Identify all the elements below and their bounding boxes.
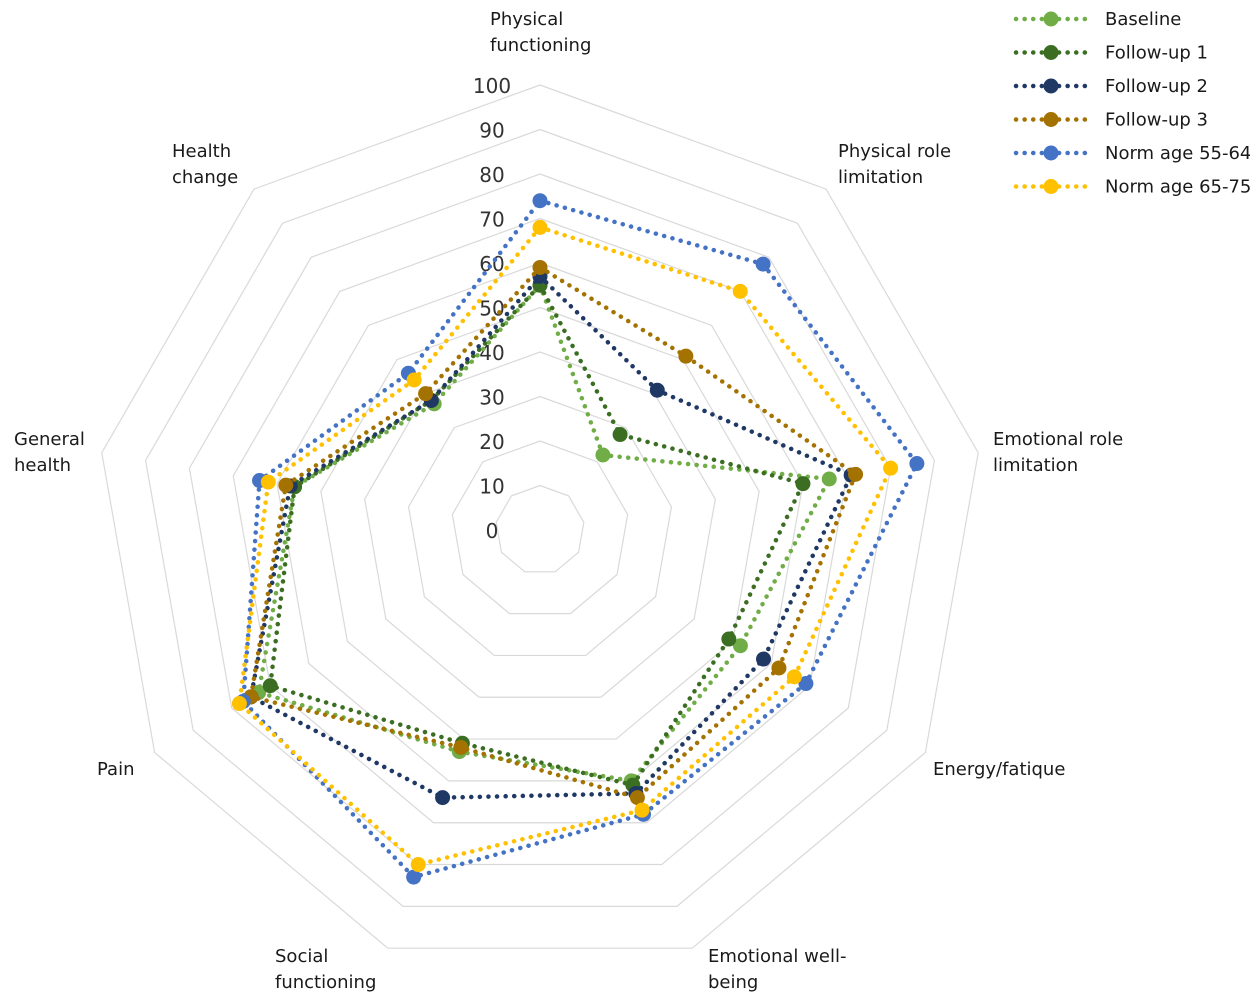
legend-label: Follow-up 2	[1105, 76, 1208, 97]
tick-label: 90	[479, 119, 504, 143]
axis-label: Health change	[172, 141, 238, 188]
axis-label: Emotional role limitation	[993, 429, 1123, 476]
grid-ring-60	[277, 263, 803, 781]
data-point	[261, 475, 276, 490]
grid-ring-100	[102, 85, 978, 948]
data-point	[232, 696, 247, 711]
axis-label: Physical functioning	[490, 9, 591, 56]
legend-label: Baseline	[1105, 9, 1181, 30]
grid-ring-10	[496, 486, 584, 572]
data-point	[756, 652, 771, 667]
data-point	[533, 193, 548, 208]
tick-label: 0	[486, 519, 499, 543]
series-3	[243, 260, 863, 805]
grid-ring-50	[321, 308, 759, 740]
axis-label: Social functioning	[275, 946, 376, 993]
legend-label: Follow-up 3	[1105, 110, 1208, 131]
tick-label: 70	[479, 208, 504, 232]
radar-grid	[102, 85, 978, 948]
series-line	[270, 285, 803, 785]
data-point	[787, 669, 802, 684]
data-point	[848, 467, 863, 482]
data-point	[453, 740, 468, 755]
tick-label: 30	[479, 386, 504, 410]
legend-item: Follow-up 1	[1016, 43, 1208, 64]
legend-swatch-marker	[1044, 12, 1059, 27]
data-point	[756, 257, 771, 272]
legend-item: Norm age 65-75	[1016, 177, 1250, 198]
data-point	[822, 471, 837, 486]
grid-ring-30	[409, 397, 672, 656]
legend-item: Norm age 55-64	[1016, 143, 1250, 164]
data-point	[613, 427, 628, 442]
data-point	[407, 373, 422, 388]
series-5	[232, 220, 898, 872]
data-point	[533, 260, 548, 275]
legend-swatch-marker	[1044, 179, 1059, 194]
legend-item: Follow-up 2	[1016, 76, 1208, 97]
legend-swatch-marker	[1044, 112, 1059, 127]
data-point	[650, 383, 665, 398]
data-point	[733, 284, 748, 299]
data-point	[771, 660, 786, 675]
tick-label: 80	[479, 163, 504, 187]
data-point	[909, 456, 924, 471]
tick-label: 50	[479, 297, 504, 321]
legend-label: Follow-up 1	[1105, 43, 1208, 64]
tick-label: 10	[479, 475, 504, 499]
data-point	[595, 448, 610, 463]
data-point	[263, 678, 278, 693]
data-point	[435, 790, 450, 805]
series-0	[251, 278, 837, 789]
data-point	[634, 803, 649, 818]
legend-swatch-marker	[1044, 79, 1059, 94]
tick-label: 20	[479, 430, 504, 454]
data-point	[418, 386, 433, 401]
axis-label: General health	[14, 429, 85, 476]
axis-label: Emotional well-being	[708, 946, 846, 993]
data-point	[278, 478, 293, 493]
data-point	[883, 461, 898, 476]
legend-label: Norm age 65-75	[1105, 177, 1250, 198]
legend-label: Norm age 55-64	[1105, 143, 1250, 164]
data-point	[678, 349, 693, 364]
grid-ring-40	[365, 352, 716, 697]
axis-label: Pain	[97, 759, 135, 780]
legend: Baseline Follow-up 1 Follow-up 2 Follow-up …	[1016, 9, 1250, 198]
data-point	[533, 220, 548, 235]
series-2	[243, 269, 858, 805]
data-point	[411, 857, 426, 872]
legend-item: Baseline	[1016, 9, 1181, 30]
axis-labels: Physical functioning Physical role limitati…	[14, 9, 1123, 993]
data-point	[795, 476, 810, 491]
legend-swatch-marker	[1044, 146, 1059, 161]
axis-label: Physical role limitation	[838, 141, 951, 188]
data-point	[721, 632, 736, 647]
axis-label: Energy/fatique	[933, 759, 1065, 780]
series-line	[243, 201, 917, 877]
legend-swatch-marker	[1044, 45, 1059, 60]
grid-ring-20	[452, 441, 627, 614]
legend-item: Follow-up 3	[1016, 110, 1208, 131]
tick-label: 100	[473, 74, 511, 98]
